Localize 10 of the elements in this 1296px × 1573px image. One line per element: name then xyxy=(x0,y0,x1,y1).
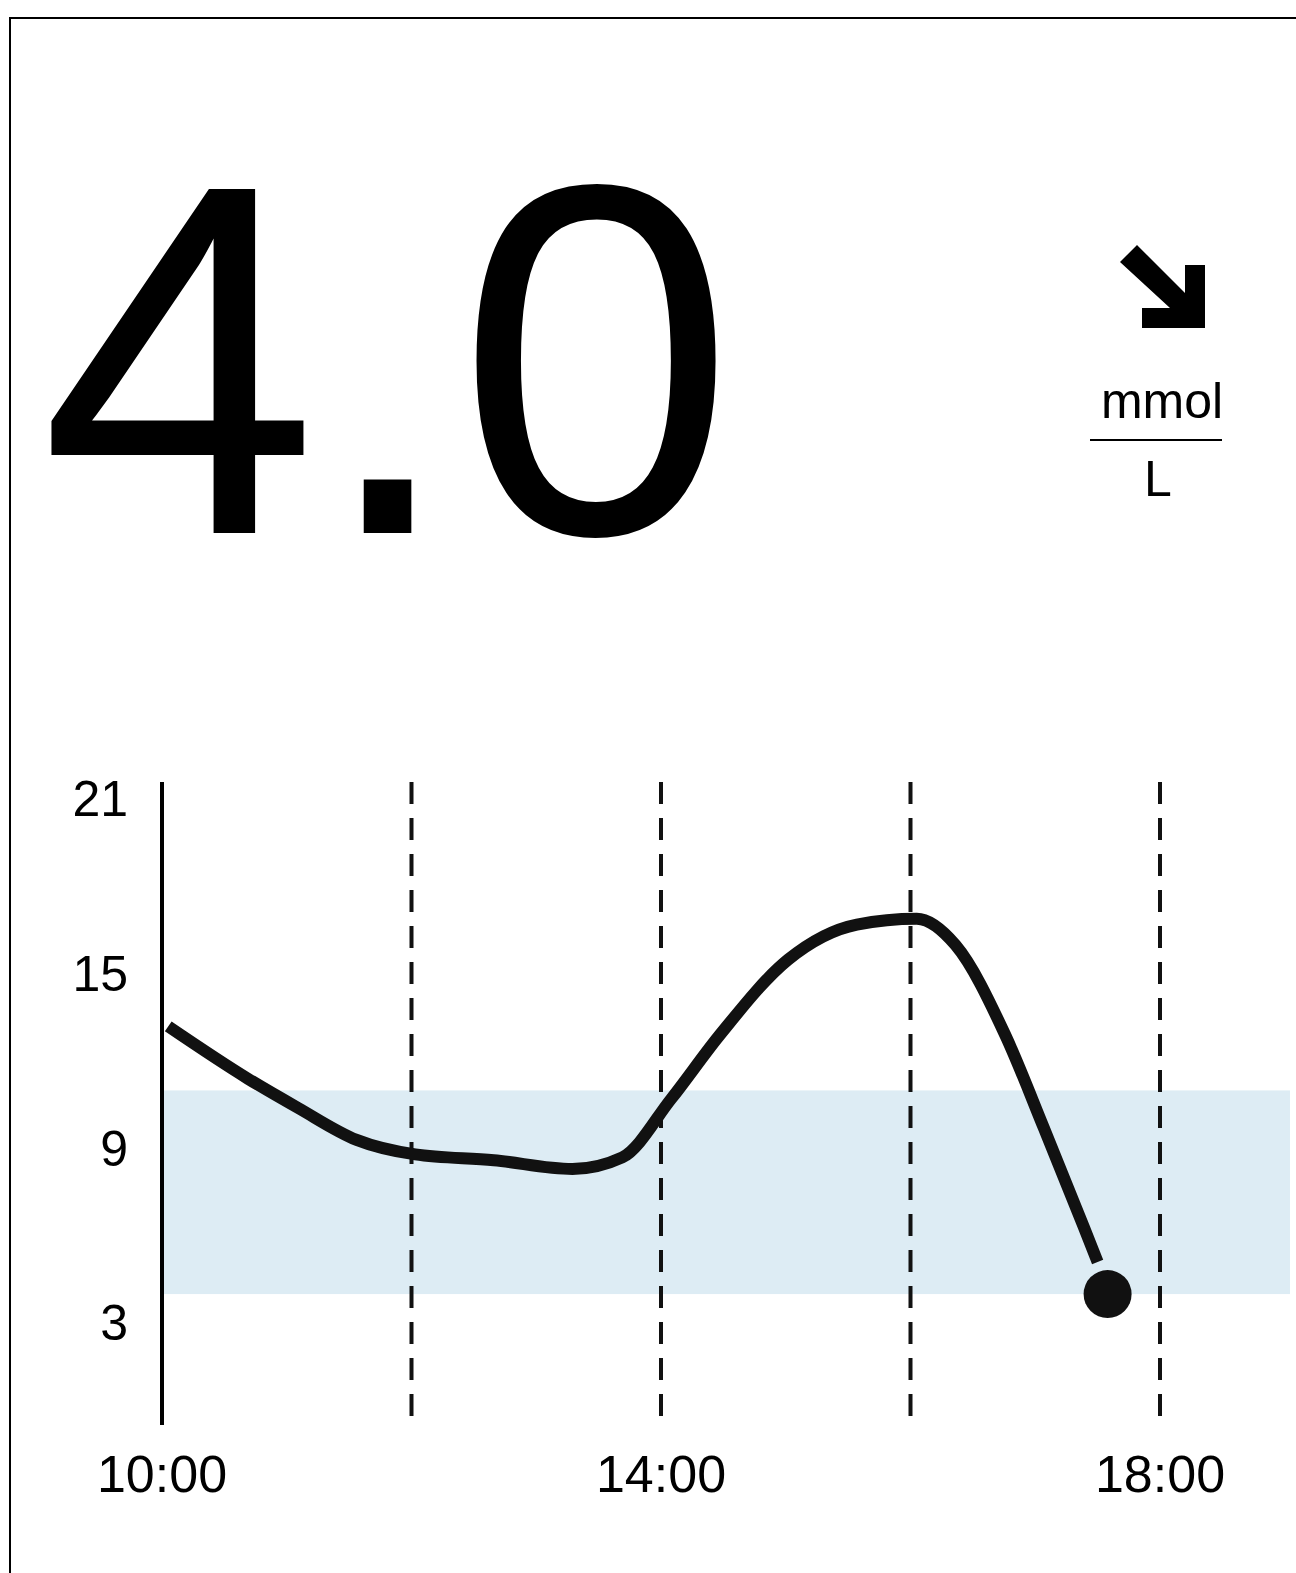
text: L xyxy=(1144,451,1172,507)
y-tick-label: 3 xyxy=(100,1295,128,1352)
x-tick-label: 18:00 xyxy=(1094,1445,1226,1503)
chart-title: 4.0 xyxy=(40,80,736,639)
x-tick-label: 10:00 xyxy=(96,1445,228,1503)
text: mmol xyxy=(1100,373,1224,429)
y-tick-label: 15 xyxy=(72,946,128,1003)
x-tick-label: 14:00 xyxy=(595,1445,727,1503)
y-tick-label: 21 xyxy=(72,771,128,828)
y-tick-label: 9 xyxy=(100,1120,128,1177)
